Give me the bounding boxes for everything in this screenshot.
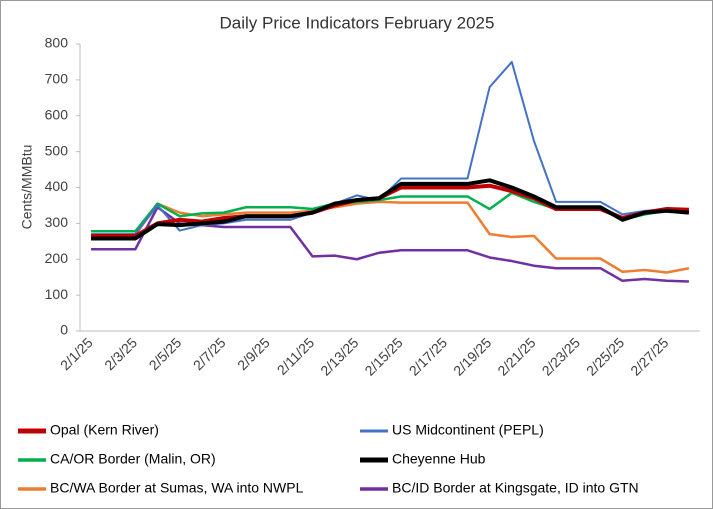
legend-label: BC/ID Border at Kingsgate, ID into GTN [392,480,639,496]
y-tick-label: 100 [45,286,69,302]
legend-label: US Midcontinent (PEPL) [392,422,544,438]
y-tick-label: 0 [60,322,68,338]
legend-label: Opal (Kern River) [50,422,159,438]
y-axis-label: Cents/MMBtu [19,145,35,230]
chart-title: Daily Price Indicators February 2025 [220,13,495,32]
y-tick-label: 500 [45,142,69,158]
legend-label: CA/OR Border (Malin, OR) [50,451,216,467]
y-tick-label: 700 [45,71,69,87]
y-tick-label: 800 [45,35,69,51]
y-tick-label: 600 [45,106,69,122]
series-line [91,178,690,241]
y-tick-label: 200 [45,250,69,266]
legend-label: Cheyenne Hub [392,451,486,467]
legend-label: BC/WA Border at Sumas, WA into NWPL [50,480,304,496]
y-tick-label: 300 [45,214,69,230]
y-tick-label: 400 [45,178,69,194]
